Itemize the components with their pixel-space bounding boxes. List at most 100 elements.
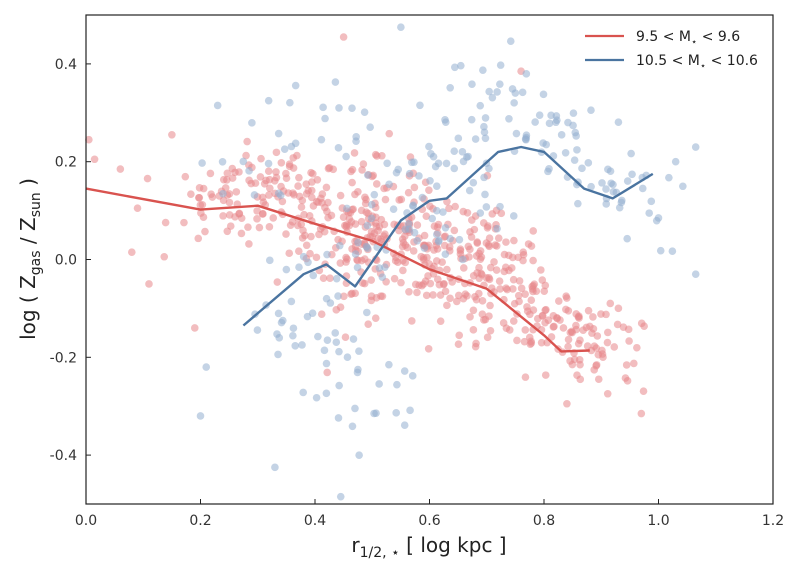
scatter-point-high-mass — [446, 84, 454, 92]
scatter-point-high-mass — [481, 114, 490, 122]
scatter-point-low-mass — [422, 212, 431, 220]
scatter-point-high-mass — [393, 380, 401, 389]
scatter-point-high-mass — [505, 114, 513, 123]
scatter-point-low-mass — [527, 296, 536, 305]
scatter-point-low-mass — [594, 375, 603, 384]
scatter-point-high-mass — [295, 263, 303, 272]
scatter-point-high-mass — [604, 165, 612, 174]
scatter-point-high-mass — [289, 324, 298, 333]
y-axis-label-mid: / Z — [16, 217, 40, 250]
scatter-point-low-mass — [374, 234, 382, 243]
scatter-point-low-mass — [326, 274, 334, 283]
scatter-point-low-mass — [143, 174, 152, 183]
scatter-point-low-mass — [469, 306, 478, 315]
scatter-point-low-mass — [273, 278, 282, 286]
scatter-point-high-mass — [322, 389, 331, 398]
scatter-point-low-mass — [295, 173, 303, 182]
scatter-point-low-mass — [201, 227, 209, 236]
scatter-point-low-mass — [496, 285, 504, 293]
scatter-point-high-mass — [323, 250, 331, 259]
scatter-point-low-mass — [610, 343, 619, 351]
scatter-point-low-mass — [413, 221, 422, 229]
scatter-point-low-mass — [469, 326, 478, 334]
scatter-point-low-mass — [455, 331, 464, 340]
scatter-point-high-mass — [408, 372, 417, 380]
scatter-point-high-mass — [363, 171, 372, 179]
scatter-point-low-mass — [225, 198, 234, 207]
scatter-point-low-mass — [445, 204, 453, 213]
scatter-point-low-mass — [537, 338, 546, 347]
scatter-point-low-mass — [385, 129, 394, 138]
scatter-point-high-mass — [587, 106, 595, 115]
scatter-point-low-mass — [499, 319, 508, 327]
scatter-point-high-mass — [623, 177, 632, 185]
legend-label-high-mass: 10.5 < M⋆ < 10.6 — [636, 53, 758, 72]
scatter-point-low-mass — [556, 316, 564, 324]
scatter-point-high-mass — [409, 201, 418, 210]
scatter-point-high-mass — [439, 208, 447, 216]
scatter-point-low-mass — [351, 190, 359, 199]
scatter-point-low-mass — [190, 324, 199, 332]
scatter-point-high-mass — [248, 119, 256, 127]
scatter-point-low-mass — [301, 231, 309, 240]
scatter-point-low-mass — [418, 281, 426, 290]
scatter-point-low-mass — [568, 360, 577, 369]
scatter-point-low-mass — [358, 166, 366, 174]
scatter-point-low-mass — [564, 342, 572, 351]
scatter-point-low-mass — [490, 258, 498, 266]
scatter-point-low-mass — [304, 186, 313, 195]
scatter-point-low-mass — [521, 290, 529, 298]
scatter-point-high-mass — [431, 162, 440, 171]
scatter-point-high-mass — [509, 212, 518, 220]
scatter-point-low-mass — [576, 336, 584, 344]
scatter-point-low-mass — [269, 214, 278, 222]
scatter-point-low-mass — [640, 322, 648, 330]
scatter-point-low-mass — [463, 208, 472, 217]
scatter-point-high-mass — [274, 189, 283, 198]
scatter-point-low-mass — [524, 240, 533, 248]
scatter-point-high-mass — [280, 145, 289, 154]
scatter-point-low-mass — [451, 202, 459, 211]
scatter-point-low-mass — [422, 291, 431, 300]
scatter-point-high-mass — [512, 129, 521, 138]
scatter-point-low-mass — [282, 230, 290, 238]
scatter-point-high-mass — [647, 197, 656, 206]
scatter-point-high-mass — [239, 157, 248, 166]
scatter-point-high-mass — [355, 451, 363, 459]
scatter-point-low-mass — [219, 196, 228, 205]
scatter-point-high-mass — [518, 88, 527, 97]
scatter-point-low-mass — [347, 167, 355, 176]
scatter-point-low-mass — [485, 274, 493, 282]
scatter-point-low-mass — [575, 314, 583, 322]
scatter-point-low-mass — [426, 279, 435, 288]
scatter-point-low-mass — [336, 303, 345, 312]
scatter-point-low-mass — [530, 280, 539, 288]
scatter-point-high-mass — [383, 159, 391, 168]
scatter-point-high-mass — [370, 409, 378, 418]
scatter-point-high-mass — [480, 122, 488, 131]
scatter-point-low-mass — [475, 249, 483, 258]
scatter-point-low-mass — [219, 175, 228, 184]
scatter-point-high-mass — [360, 108, 369, 116]
scatter-point-low-mass — [590, 342, 599, 351]
scatter-point-high-mass — [349, 335, 358, 343]
scatter-point-low-mass — [272, 168, 280, 176]
scatter-point-low-mass — [619, 323, 628, 331]
scatter-point-low-mass — [509, 285, 517, 293]
scatter-point-high-mass — [531, 118, 539, 126]
scatter-point-low-mass — [251, 179, 260, 187]
scatter-point-low-mass — [374, 226, 382, 235]
scatter-point-low-mass — [521, 326, 530, 334]
scatter-point-high-mass — [496, 61, 505, 69]
scatter-point-low-mass — [116, 165, 125, 173]
scatter-point-high-mass — [552, 118, 560, 127]
scatter-point-low-mass — [133, 204, 142, 212]
scatter-point-high-mass — [545, 119, 554, 128]
y-axis-label-sub-gas: gas — [28, 250, 44, 275]
scatter-point-high-mass — [303, 312, 312, 321]
scatter-point-low-mass — [245, 240, 253, 248]
scatter-point-high-mass — [291, 342, 300, 350]
scatter-point-high-mass — [522, 70, 531, 78]
scatter-point-high-mass — [335, 347, 343, 356]
